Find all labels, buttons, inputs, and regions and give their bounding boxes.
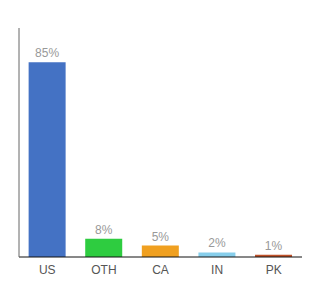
svg-text:IN: IN bbox=[211, 263, 223, 277]
svg-text:2%: 2% bbox=[208, 236, 226, 250]
svg-text:8%: 8% bbox=[95, 223, 113, 237]
svg-text:85%: 85% bbox=[35, 46, 59, 60]
svg-text:PK: PK bbox=[266, 263, 282, 277]
svg-text:OTH: OTH bbox=[91, 263, 116, 277]
svg-text:1%: 1% bbox=[265, 239, 283, 253]
svg-text:CA: CA bbox=[152, 263, 169, 277]
svg-text:US: US bbox=[39, 263, 56, 277]
svg-text:5%: 5% bbox=[152, 230, 170, 244]
